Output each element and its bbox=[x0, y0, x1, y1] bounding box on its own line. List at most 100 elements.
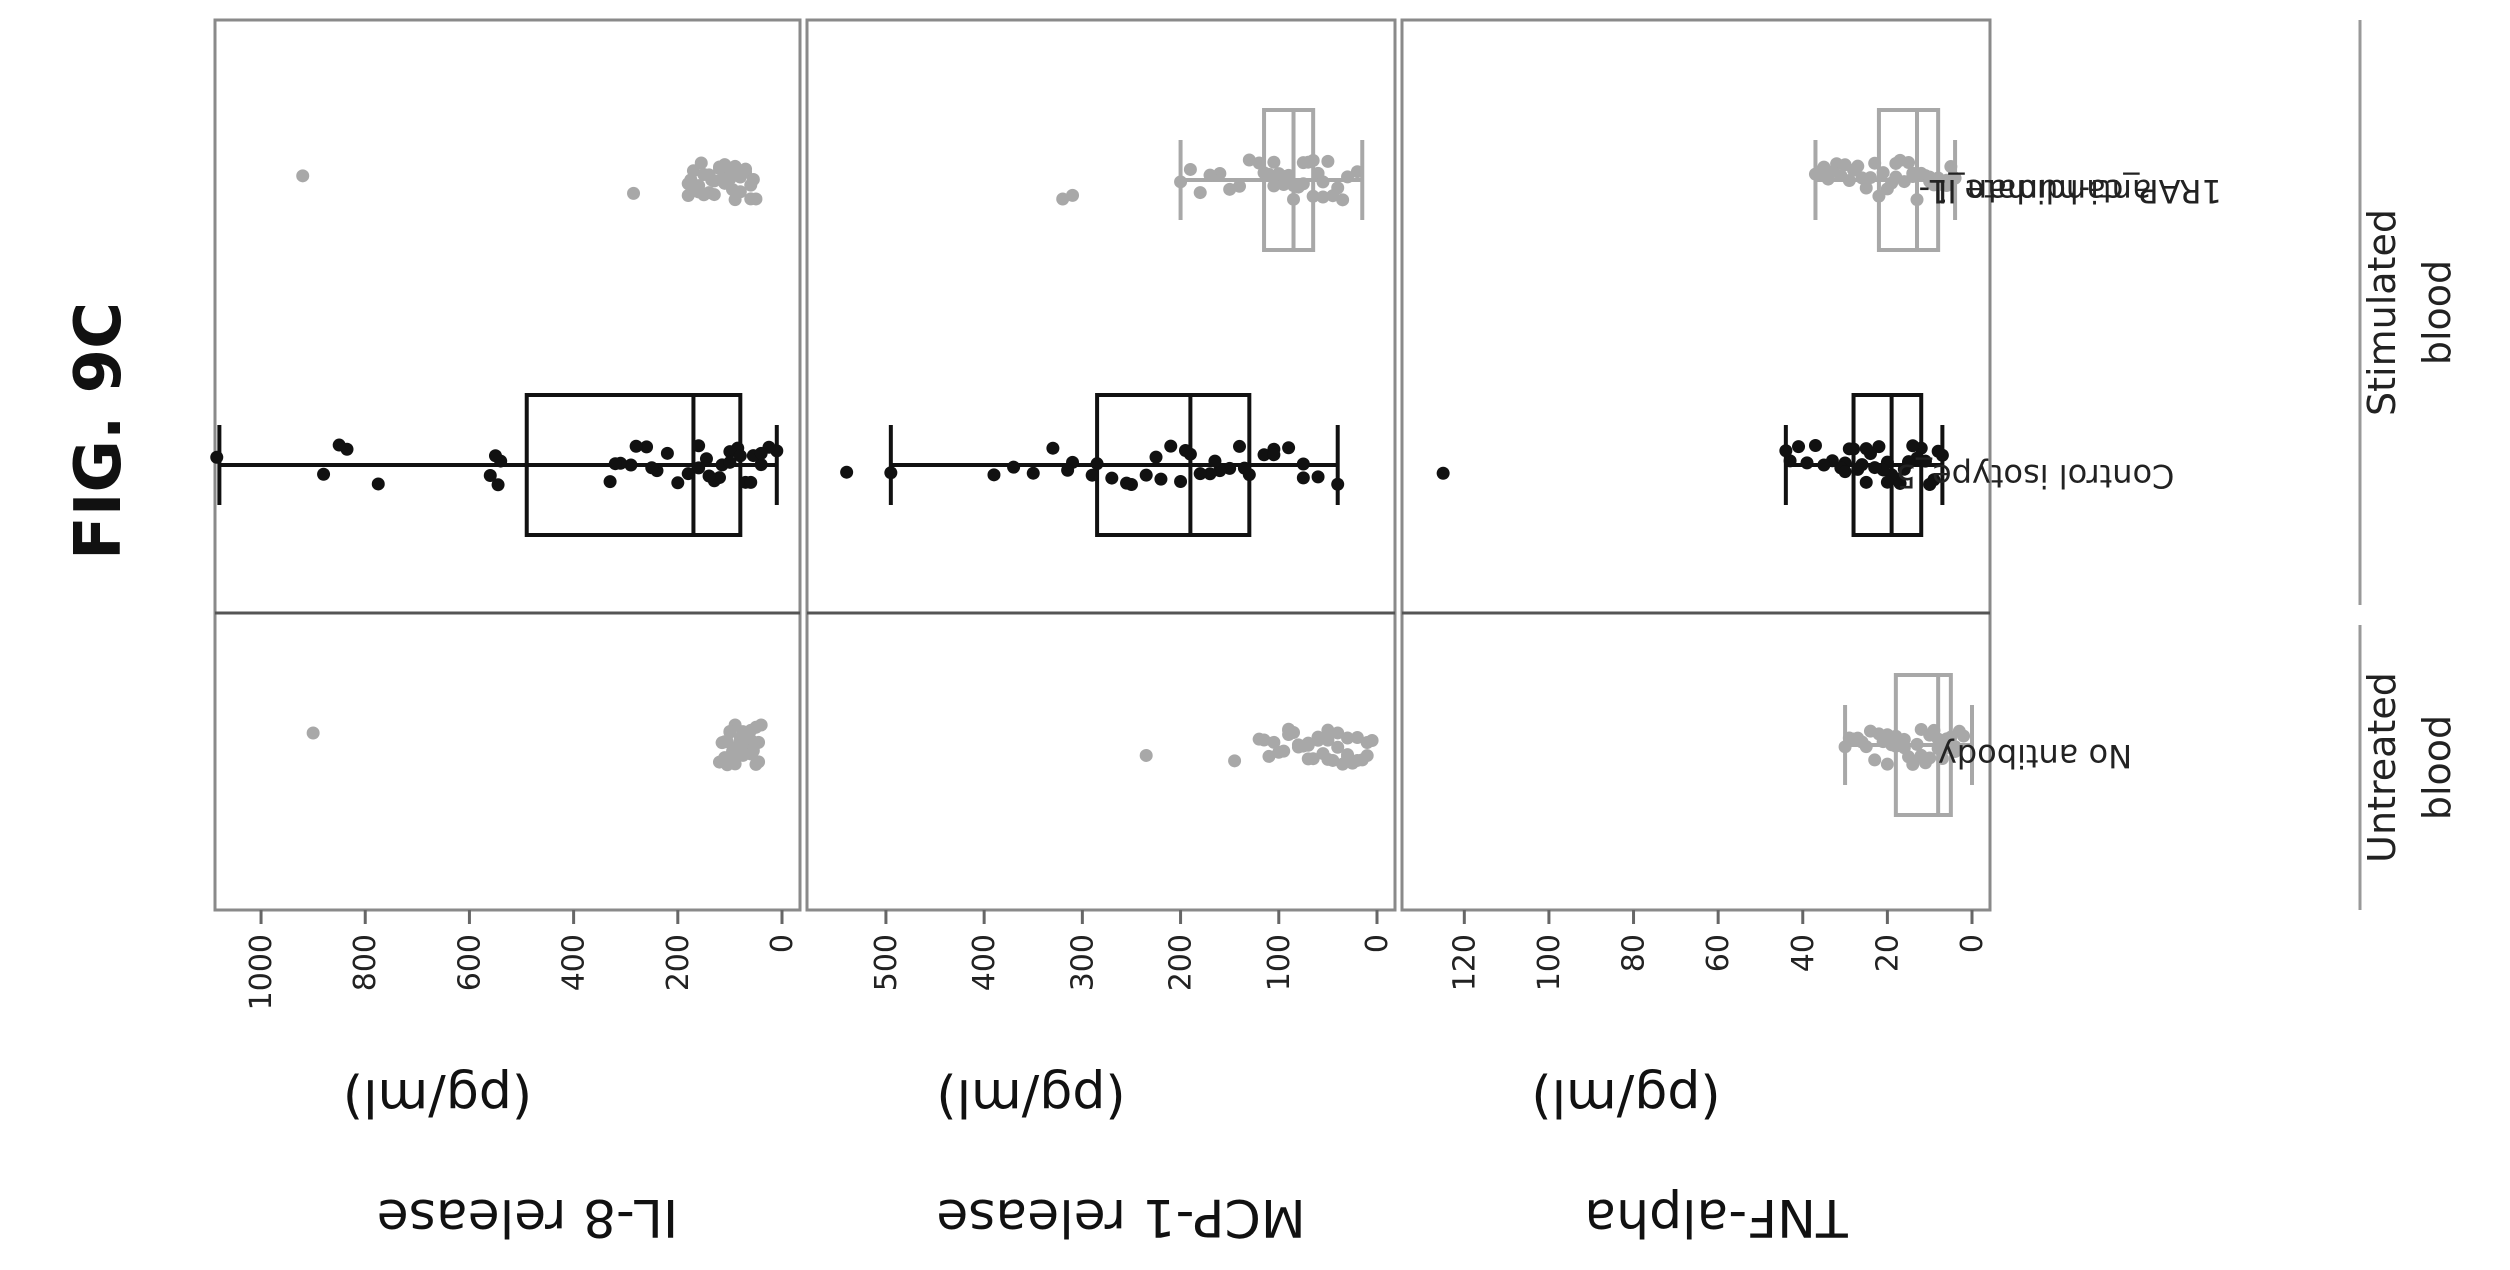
panel-ylabel: IL-8 release bbox=[377, 1187, 678, 1247]
data-point bbox=[1859, 442, 1873, 456]
data-point bbox=[1855, 171, 1869, 185]
data-point bbox=[317, 467, 331, 481]
data-point bbox=[1311, 733, 1325, 747]
data-point bbox=[694, 156, 708, 170]
data-point bbox=[1906, 439, 1920, 453]
tick-label: 0 bbox=[765, 934, 800, 953]
data-point bbox=[1223, 461, 1237, 475]
data-point bbox=[332, 438, 346, 452]
data-point bbox=[1868, 461, 1882, 475]
panel-ylabel: TNF-alpha bbox=[1584, 1187, 1848, 1247]
tick-label: 0 bbox=[1360, 934, 1395, 953]
data-point bbox=[671, 476, 685, 490]
data-point bbox=[1808, 167, 1822, 181]
data-point bbox=[210, 450, 224, 464]
data-point bbox=[754, 446, 768, 460]
group-label: Untreated bbox=[2360, 672, 2404, 863]
data-point bbox=[1868, 753, 1882, 767]
data-point bbox=[1808, 438, 1822, 452]
category-label: 1RAP_candidate_1 bbox=[1928, 172, 2222, 210]
data-point bbox=[733, 735, 747, 749]
tick-label: 60 bbox=[1701, 934, 1736, 972]
data-point bbox=[1863, 724, 1877, 738]
data-point bbox=[645, 461, 659, 475]
data-point bbox=[1923, 477, 1937, 491]
tick-label: 800 bbox=[348, 934, 383, 991]
data-point bbox=[1193, 467, 1207, 481]
data-point bbox=[1321, 154, 1335, 168]
tick-label: 0 bbox=[1955, 934, 1990, 953]
data-point bbox=[1056, 192, 1070, 206]
data-point bbox=[1350, 730, 1364, 744]
data-point bbox=[1085, 468, 1099, 482]
data-point bbox=[1287, 192, 1301, 206]
data-point bbox=[1940, 178, 1954, 192]
data-point bbox=[723, 455, 737, 469]
data-point bbox=[726, 183, 740, 197]
data-point bbox=[736, 165, 750, 179]
data-point bbox=[1350, 165, 1364, 179]
data-point bbox=[1066, 188, 1080, 202]
data-point bbox=[1889, 156, 1903, 170]
tick-label: 120 bbox=[1447, 934, 1482, 991]
tick-label: 400 bbox=[557, 934, 592, 991]
data-point bbox=[1208, 454, 1222, 468]
category-label: No antibody bbox=[1938, 737, 2132, 775]
data-point bbox=[1931, 742, 1945, 756]
data-point bbox=[1859, 181, 1873, 195]
tick-label: 100 bbox=[1262, 934, 1297, 991]
data-point bbox=[306, 726, 320, 740]
data-point bbox=[603, 475, 617, 489]
tick-label: 600 bbox=[452, 934, 487, 991]
iqr-box bbox=[1262, 108, 1316, 252]
data-point bbox=[1880, 182, 1894, 196]
data-point bbox=[1252, 732, 1266, 746]
data-point bbox=[1872, 189, 1886, 203]
data-point bbox=[1331, 726, 1345, 740]
data-point bbox=[1350, 753, 1364, 767]
data-point bbox=[1902, 455, 1916, 469]
tick-label: 1000 bbox=[244, 934, 279, 1010]
data-point bbox=[684, 173, 698, 187]
data-point bbox=[1851, 462, 1865, 476]
data-point bbox=[1237, 461, 1251, 475]
data-point bbox=[1817, 458, 1831, 472]
data-point bbox=[718, 735, 732, 749]
data-point bbox=[1779, 444, 1793, 458]
data-point bbox=[1174, 475, 1188, 489]
data-point bbox=[1868, 156, 1882, 170]
data-point bbox=[1277, 170, 1291, 184]
data-point bbox=[702, 469, 716, 483]
group-label: blood bbox=[2415, 715, 2459, 820]
data-point bbox=[1800, 456, 1814, 470]
data-point bbox=[754, 458, 768, 472]
data-point bbox=[491, 478, 505, 492]
data-point bbox=[1233, 179, 1246, 193]
data-point bbox=[1193, 186, 1207, 200]
data-point bbox=[1252, 156, 1266, 170]
data-point bbox=[723, 724, 737, 738]
data-point bbox=[1296, 471, 1310, 485]
data-point bbox=[296, 169, 310, 183]
data-point bbox=[1213, 464, 1227, 478]
data-point bbox=[1910, 193, 1924, 207]
data-point bbox=[1931, 444, 1945, 458]
data-point bbox=[744, 192, 758, 206]
data-point bbox=[1880, 728, 1894, 742]
data-point bbox=[1183, 162, 1197, 176]
data-point bbox=[1889, 739, 1903, 753]
data-point bbox=[840, 465, 854, 479]
iqr-box bbox=[524, 393, 743, 537]
data-point bbox=[1233, 439, 1246, 453]
panel-unit-label: (pg/ml) bbox=[936, 1067, 1125, 1127]
data-point bbox=[1267, 155, 1281, 169]
data-point bbox=[733, 449, 747, 463]
tick-label: 500 bbox=[869, 934, 904, 991]
data-point bbox=[1944, 160, 1958, 174]
data-point bbox=[1257, 448, 1271, 462]
category-label: anti-human IL- bbox=[1919, 172, 2152, 210]
data-point bbox=[884, 466, 898, 480]
data-point bbox=[1267, 179, 1281, 193]
data-point bbox=[1139, 748, 1153, 762]
